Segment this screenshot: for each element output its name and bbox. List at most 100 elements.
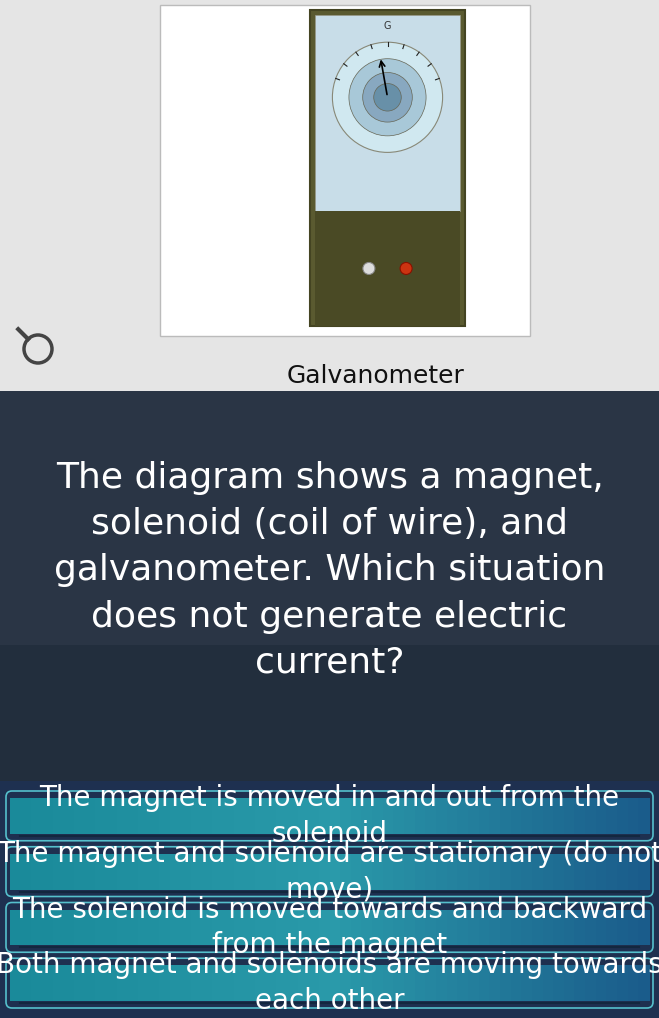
- Bar: [628, 798, 639, 834]
- Bar: [170, 965, 181, 1001]
- Bar: [393, 854, 405, 890]
- Bar: [74, 965, 86, 1001]
- Bar: [95, 965, 107, 1001]
- Bar: [436, 965, 447, 1001]
- Bar: [127, 798, 139, 834]
- Bar: [234, 965, 245, 1001]
- Bar: [585, 798, 597, 834]
- Bar: [53, 909, 64, 946]
- Text: The solenoid is moved towards and backward
from the magnet: The solenoid is moved towards and backwa…: [12, 896, 647, 959]
- Bar: [0, 644, 659, 781]
- Bar: [117, 798, 128, 834]
- Bar: [340, 909, 352, 946]
- Bar: [639, 798, 650, 834]
- Bar: [276, 854, 288, 890]
- Bar: [596, 965, 608, 1001]
- Bar: [361, 965, 373, 1001]
- Bar: [0, 781, 659, 1018]
- Bar: [244, 909, 256, 946]
- Bar: [298, 798, 309, 834]
- Bar: [542, 854, 554, 890]
- Bar: [202, 854, 214, 890]
- Bar: [468, 909, 480, 946]
- Bar: [255, 909, 267, 946]
- Bar: [308, 965, 320, 1001]
- Bar: [404, 854, 416, 890]
- Bar: [127, 965, 139, 1001]
- Bar: [532, 854, 544, 890]
- Bar: [255, 854, 267, 890]
- Bar: [372, 854, 384, 890]
- Bar: [553, 965, 565, 1001]
- Circle shape: [374, 83, 401, 111]
- Bar: [489, 909, 501, 946]
- Bar: [489, 965, 501, 1001]
- Bar: [511, 798, 522, 834]
- Bar: [117, 909, 128, 946]
- Bar: [223, 854, 235, 890]
- Bar: [617, 798, 629, 834]
- Bar: [447, 798, 458, 834]
- Bar: [170, 854, 181, 890]
- Bar: [95, 854, 107, 890]
- Text: The diagram shows a magnet,
solenoid (coil of wire), and
galvanometer. Which sit: The diagram shows a magnet, solenoid (co…: [54, 461, 605, 680]
- Bar: [244, 798, 256, 834]
- Bar: [148, 965, 160, 1001]
- Bar: [330, 965, 341, 1001]
- Bar: [457, 965, 469, 1001]
- Bar: [31, 798, 43, 834]
- Bar: [404, 965, 416, 1001]
- Bar: [511, 854, 522, 890]
- Bar: [191, 909, 203, 946]
- Bar: [532, 798, 544, 834]
- Bar: [191, 854, 203, 890]
- Bar: [159, 854, 171, 890]
- Bar: [298, 854, 309, 890]
- Bar: [415, 854, 426, 890]
- Bar: [244, 965, 256, 1001]
- Bar: [500, 909, 511, 946]
- Bar: [127, 854, 139, 890]
- Bar: [575, 909, 586, 946]
- Bar: [596, 909, 608, 946]
- Bar: [596, 798, 608, 834]
- Bar: [20, 909, 32, 946]
- Bar: [287, 965, 299, 1001]
- Bar: [10, 965, 22, 1001]
- Bar: [383, 909, 394, 946]
- Bar: [310, 10, 465, 326]
- Bar: [308, 854, 320, 890]
- Bar: [53, 798, 64, 834]
- Bar: [53, 965, 64, 1001]
- Bar: [447, 965, 458, 1001]
- Bar: [628, 909, 639, 946]
- Bar: [0, 391, 659, 781]
- Bar: [255, 798, 267, 834]
- Bar: [159, 965, 171, 1001]
- Bar: [212, 854, 224, 890]
- Bar: [212, 798, 224, 834]
- Bar: [478, 798, 490, 834]
- Bar: [436, 854, 447, 890]
- Bar: [575, 965, 586, 1001]
- Bar: [159, 909, 171, 946]
- Bar: [639, 909, 650, 946]
- Bar: [393, 798, 405, 834]
- Bar: [298, 965, 309, 1001]
- Bar: [212, 965, 224, 1001]
- Bar: [308, 909, 320, 946]
- Bar: [276, 965, 288, 1001]
- Bar: [457, 798, 469, 834]
- Bar: [542, 965, 554, 1001]
- Bar: [315, 15, 460, 211]
- Bar: [606, 965, 618, 1001]
- Bar: [330, 798, 341, 834]
- Text: G: G: [384, 21, 391, 31]
- Bar: [84, 854, 96, 890]
- Bar: [42, 909, 53, 946]
- Bar: [148, 909, 160, 946]
- Bar: [404, 909, 416, 946]
- Bar: [500, 965, 511, 1001]
- Bar: [287, 798, 299, 834]
- Bar: [160, 5, 530, 336]
